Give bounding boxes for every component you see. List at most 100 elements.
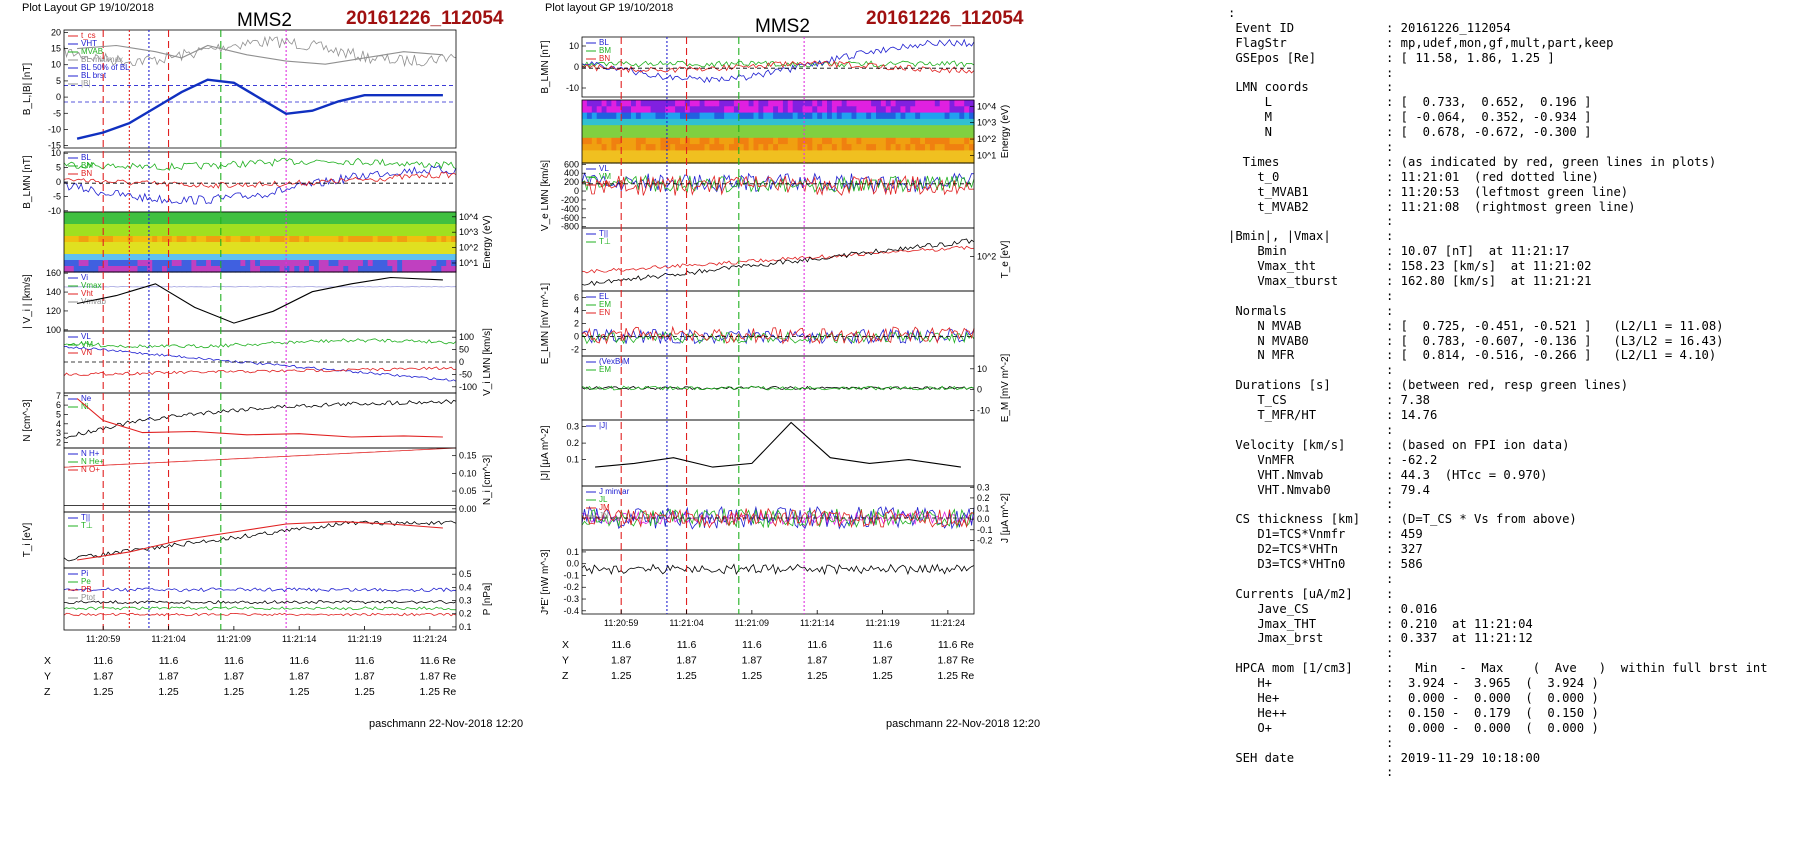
spectrogram-cell [358, 224, 364, 231]
spectrogram-cell [416, 266, 423, 273]
spectrogram-cell [768, 125, 774, 133]
spectrogram-cell [250, 254, 256, 261]
spectrogram-cell [250, 260, 256, 267]
spectrogram-cell [260, 230, 266, 237]
spectrogram-cell [910, 112, 916, 120]
coord-value: 1.87 [158, 671, 179, 683]
spectrogram-cell [890, 156, 897, 164]
spectrogram-cell [631, 156, 637, 164]
spectrogram-cell [421, 230, 428, 237]
info-line: : [1228, 363, 1798, 378]
right-plot-event: 20161226_112054 [866, 8, 1024, 29]
spectrogram-cell [73, 248, 80, 255]
spectrogram-cell [670, 144, 676, 151]
spectrogram-cell [166, 230, 173, 237]
spectrogram-cell [611, 100, 617, 107]
panel-spec: 10^410^310^210^1 Energy (eV) [581, 99, 1011, 164]
spectrogram-cell [733, 156, 740, 164]
series-Vi-line [76, 276, 443, 324]
spectrogram-cell [451, 236, 457, 243]
trace-line [63, 399, 457, 439]
spectrogram-cell [294, 212, 300, 219]
spectrogram-cell [680, 131, 686, 139]
info-line: N MVAB: [ 0.725, -0.451, -0.521 ] (L2/L1… [1228, 319, 1798, 334]
spectrogram-cell [68, 248, 75, 255]
info-value: : [ 0.678, -0.672, -0.300 ] [1386, 125, 1592, 140]
spectrogram-cell [362, 242, 369, 249]
spectrogram-cell [147, 248, 153, 255]
spectrogram-cell [885, 118, 892, 126]
y-tick-label: 100 [459, 332, 474, 342]
spectrogram-cell [910, 156, 916, 164]
spectrogram-cell [171, 218, 178, 225]
spectrogram-cell [318, 230, 325, 237]
spectrogram-cell [176, 224, 183, 231]
spectrogram-cell [279, 224, 286, 231]
y-tick-label: 0 [459, 357, 464, 367]
spectrogram-cell [284, 242, 290, 249]
spectrogram-cell [191, 254, 197, 261]
spectrogram-cell [127, 212, 134, 219]
spectrogram-cell [416, 230, 423, 237]
spectrogram-cell [841, 131, 848, 139]
spectrogram-cell [117, 260, 124, 267]
spectrogram-cell [362, 236, 369, 243]
spectrogram-cell [905, 137, 911, 145]
spectrogram-cell [416, 254, 423, 261]
spectrogram-cell [78, 236, 85, 243]
spectrogram-cell [235, 230, 241, 237]
spectrogram-cell [387, 254, 393, 261]
spectrogram-cell [733, 118, 740, 126]
spectrogram-cell [152, 266, 158, 273]
spectrogram-cell [353, 260, 359, 267]
spectrogram-cell [944, 137, 951, 145]
spectrogram-cell [719, 131, 725, 139]
spectrogram-cell [822, 144, 828, 151]
spectrogram-cell [807, 100, 813, 107]
spectrogram-cell [606, 100, 612, 107]
spectrogram-cell [441, 242, 447, 249]
spectrogram-cell [397, 224, 403, 231]
spectrogram-cell [650, 100, 657, 107]
spectrogram-cell [890, 144, 897, 151]
y-tick-label: 0 [574, 186, 579, 196]
spectrogram-cell [142, 254, 148, 261]
spectrogram-cell [606, 150, 612, 158]
spectrogram-cell [827, 106, 833, 114]
spectrogram-cell [451, 248, 457, 255]
spectrogram-cell [616, 112, 622, 120]
spectrogram-cell [616, 100, 622, 107]
series-BL-line [76, 78, 443, 140]
y-tick-label: 20 [51, 27, 61, 37]
spectrogram-cell [382, 212, 388, 219]
spectrogram-cell [245, 236, 251, 243]
spectrogram-cell [714, 131, 720, 139]
spectrogram-cell [313, 254, 320, 261]
left-plot-header: Plot Layout GP 19/10/2018 [22, 2, 154, 14]
spectrogram-cell [827, 131, 833, 139]
spectrogram-cell [606, 106, 612, 114]
x-tick-label: 11:21:24 [413, 634, 447, 644]
spectrogram-cell [289, 236, 295, 243]
spectrogram-cell [426, 254, 433, 261]
spectrogram-cell [299, 224, 305, 231]
spectrogram-cell [328, 254, 335, 261]
spectrogram-cell [670, 137, 676, 145]
spectrogram-cell [640, 156, 647, 164]
x-tick-label: 11:21:24 [931, 618, 965, 628]
spectrogram-cell [758, 106, 764, 114]
spectrogram-cell [880, 112, 887, 120]
spectrogram-cell [181, 248, 188, 255]
spectrogram-cell [235, 212, 241, 219]
legend-entry: JM [599, 503, 610, 512]
y-tick-label: 2 [56, 438, 61, 448]
spectrogram-cell [900, 150, 906, 158]
spectrogram-cell [416, 248, 423, 255]
spectrogram-cell [861, 137, 867, 145]
spectrogram-cell [343, 248, 349, 255]
spectrogram-cell [343, 230, 349, 237]
spectrogram-cell [313, 230, 320, 237]
info-label: Jmax_THT [1228, 616, 1317, 631]
spectrogram-cell [367, 212, 374, 219]
spectrogram-cell [665, 100, 671, 107]
